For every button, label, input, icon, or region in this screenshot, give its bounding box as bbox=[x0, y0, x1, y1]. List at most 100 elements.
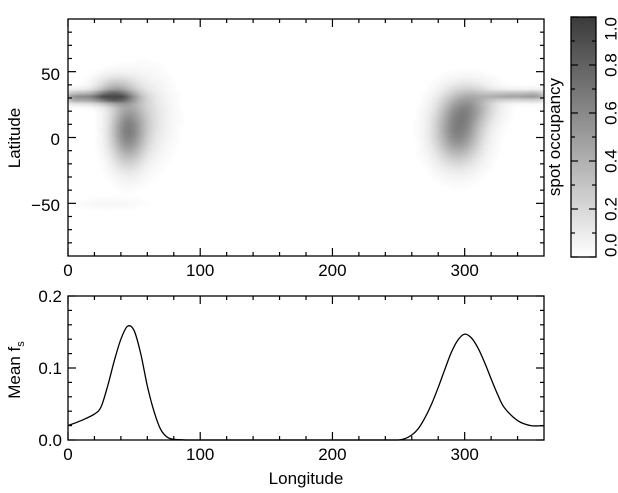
heatmap-cell bbox=[111, 74, 117, 79]
heatmap-cell bbox=[468, 101, 474, 107]
heatmap-cell bbox=[167, 121, 172, 127]
heatmap-cell bbox=[139, 78, 144, 83]
heatmap-cell bbox=[115, 117, 121, 123]
heatmap-cell bbox=[440, 105, 446, 111]
heatmap-cell bbox=[119, 165, 125, 170]
heatmap-cell bbox=[143, 141, 148, 146]
heatmap-cell bbox=[492, 86, 497, 91]
heatmap-cell bbox=[135, 149, 140, 154]
heatmap-cell bbox=[127, 66, 133, 71]
heatmap-cell bbox=[508, 109, 513, 115]
heatmap-cell bbox=[119, 153, 125, 158]
heatmap-cell bbox=[428, 153, 434, 158]
heatmap-cell bbox=[425, 113, 430, 119]
heatmap-cell bbox=[171, 129, 176, 135]
heatmap-cell bbox=[448, 78, 454, 83]
heatmap-cell bbox=[428, 86, 434, 91]
heatmap-cell bbox=[115, 184, 121, 190]
heatmap-cell bbox=[421, 94, 426, 99]
heatmap-cell bbox=[87, 196, 93, 202]
heatmap-cell bbox=[472, 137, 478, 143]
heatmap-cell bbox=[428, 94, 434, 99]
heatmap-cell bbox=[95, 78, 101, 83]
heatmap-cell bbox=[179, 113, 184, 119]
heatmap-cell bbox=[163, 157, 168, 162]
heatmap-cell bbox=[143, 86, 148, 91]
heatmap-cell bbox=[432, 153, 438, 158]
heatmap-cell bbox=[151, 98, 156, 103]
heatmap-cell bbox=[480, 101, 486, 107]
heatmap-cell bbox=[167, 141, 172, 146]
heatmap-cell bbox=[452, 161, 458, 166]
heatmap-cell bbox=[432, 90, 438, 95]
heatmap-cell bbox=[99, 133, 105, 139]
heatmap-cell bbox=[123, 153, 129, 158]
heatmap-cell bbox=[115, 165, 121, 170]
heatmap-cell bbox=[452, 121, 458, 127]
heatmap-cell bbox=[448, 173, 454, 178]
heatmap-cell bbox=[95, 145, 101, 150]
heatmap-cell bbox=[464, 129, 470, 135]
heatmap-cell bbox=[460, 153, 466, 158]
heatmap-x-tick-label-200: 200 bbox=[318, 261, 346, 280]
heatmap-cell bbox=[139, 70, 144, 75]
heatmap-cell bbox=[484, 121, 490, 127]
heatmap-cell bbox=[131, 98, 137, 103]
heatmap-cell bbox=[456, 129, 462, 135]
heatmap-cell bbox=[425, 149, 430, 154]
heatmap-cell bbox=[428, 101, 434, 107]
heatmap-cell bbox=[171, 90, 176, 95]
heatmap-x-tick-label-300: 300 bbox=[451, 261, 479, 280]
heatmap-cell bbox=[432, 117, 438, 123]
heatmap-cell bbox=[468, 157, 474, 162]
heatmap-cell bbox=[99, 161, 105, 166]
heatmap-cell bbox=[107, 94, 113, 99]
heatmap-cell bbox=[428, 173, 434, 178]
heatmap-cell bbox=[147, 70, 152, 75]
heatmap-cell bbox=[472, 173, 478, 178]
heatmap-cell bbox=[476, 169, 482, 174]
heatmap-cell bbox=[151, 113, 156, 119]
heatmap-cell bbox=[155, 145, 160, 150]
heatmap-cell bbox=[480, 141, 486, 146]
heatmap-cell bbox=[452, 82, 458, 87]
heatmap-cell bbox=[496, 113, 501, 119]
heatmap-cell bbox=[135, 66, 140, 71]
heatmap-cell bbox=[151, 133, 156, 139]
heatmap-cell bbox=[147, 165, 152, 170]
heatmap-cell bbox=[480, 149, 486, 154]
heatmap-cell bbox=[163, 133, 168, 139]
heatmap-cell bbox=[151, 101, 156, 107]
heatmap-cell bbox=[143, 105, 148, 111]
heatmap-cell bbox=[159, 90, 164, 95]
heatmap-cell bbox=[448, 74, 454, 79]
heatmap-cell bbox=[115, 82, 121, 87]
heatmap-cell bbox=[516, 86, 521, 91]
heatmap-cell bbox=[436, 125, 442, 131]
heatmap-cell bbox=[167, 94, 172, 99]
heatmap-cell bbox=[115, 149, 121, 154]
heatmap-cell bbox=[480, 94, 486, 99]
heatmap-cell bbox=[151, 169, 156, 174]
heatmap-cell bbox=[131, 165, 137, 170]
colorbar-label: spot occupancy bbox=[545, 77, 564, 196]
heatmap-cell bbox=[452, 165, 458, 170]
heatmap-cell bbox=[472, 82, 478, 87]
heatmap-cell bbox=[508, 117, 513, 123]
heatmap-cell bbox=[111, 101, 117, 107]
heatmap-cell bbox=[123, 173, 129, 178]
heatmap-cell bbox=[512, 90, 517, 95]
heatmap-cell bbox=[460, 78, 466, 83]
heatmap-cells bbox=[68, 58, 544, 210]
heatmap-cell bbox=[159, 153, 164, 158]
line-x-tick-label-0: 0 bbox=[63, 445, 72, 464]
heatmap-cell bbox=[480, 113, 486, 119]
heatmap-cell bbox=[524, 94, 529, 99]
heatmap-cell bbox=[151, 125, 156, 131]
heatmap-cell bbox=[448, 177, 454, 182]
heatmap-cell bbox=[135, 94, 140, 99]
heatmap-cell bbox=[508, 101, 513, 107]
heatmap-cell bbox=[468, 137, 474, 143]
heatmap-cell bbox=[484, 90, 490, 95]
heatmap-cell bbox=[155, 165, 160, 170]
